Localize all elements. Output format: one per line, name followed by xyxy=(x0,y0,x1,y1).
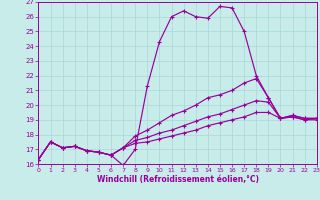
X-axis label: Windchill (Refroidissement éolien,°C): Windchill (Refroidissement éolien,°C) xyxy=(97,175,259,184)
